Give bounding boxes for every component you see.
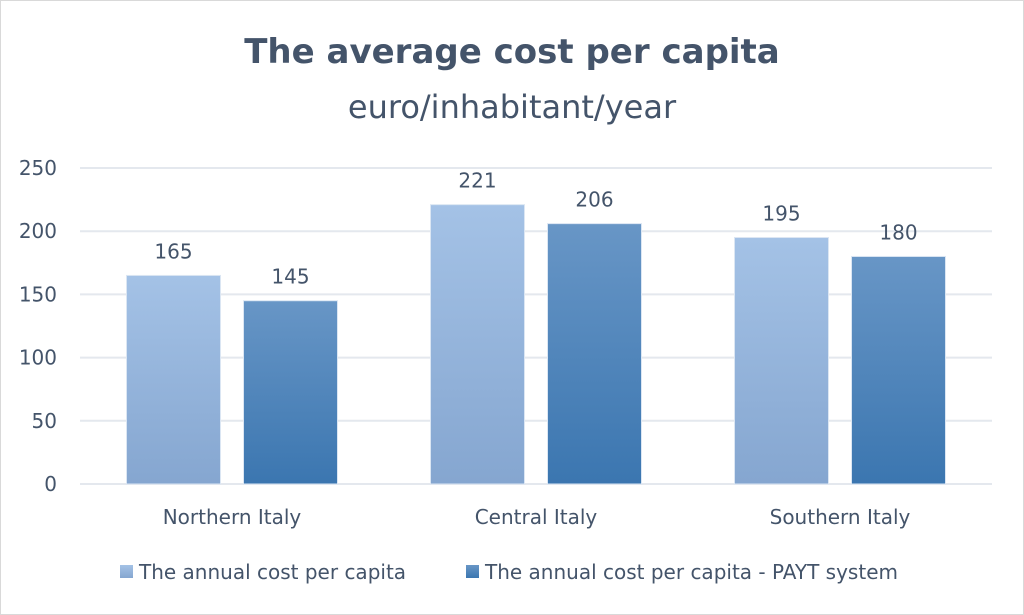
bar — [851, 255, 946, 485]
bar — [243, 300, 338, 485]
y-tick-label: 150 — [19, 282, 57, 306]
data-label: 145 — [271, 265, 309, 289]
bar — [734, 237, 829, 485]
data-label: 221 — [458, 169, 496, 193]
legend-label: The annual cost per capita - PAYT system — [484, 560, 898, 584]
bar — [126, 274, 221, 485]
x-tick-label: Northern Italy — [163, 505, 302, 529]
bar — [547, 223, 642, 485]
data-label: 165 — [154, 239, 192, 263]
legend-swatch — [466, 565, 479, 578]
x-tick-label: Central Italy — [475, 505, 598, 529]
y-tick-label: 50 — [32, 409, 57, 433]
y-tick-label: 100 — [19, 346, 57, 370]
chart-subtitle: euro/inhabitant/year — [348, 88, 677, 126]
chart-title: The average cost per capita — [244, 32, 780, 72]
x-tick-label: Southern Italy — [770, 505, 911, 529]
bar — [430, 204, 525, 485]
legend-swatch — [120, 565, 133, 578]
y-tick-label: 250 — [19, 156, 57, 180]
y-tick-label: 200 — [19, 219, 57, 243]
legend-label: The annual cost per capita — [138, 560, 406, 584]
data-label: 195 — [762, 202, 800, 226]
data-label: 180 — [879, 220, 917, 244]
data-label: 206 — [575, 188, 613, 212]
y-tick-label: 0 — [44, 472, 57, 496]
